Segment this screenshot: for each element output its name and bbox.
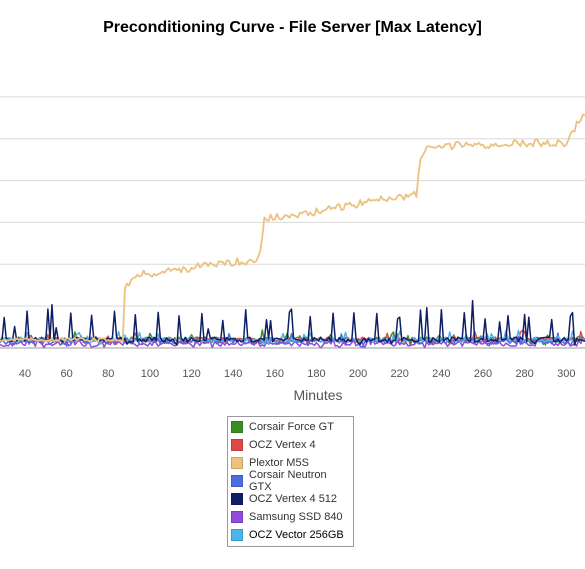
- grid-layer: [0, 96, 585, 307]
- legend-swatch: [231, 529, 243, 541]
- legend-item-2[interactable]: Plextor M5S: [230, 454, 351, 472]
- x-tick-label-300: 300: [557, 368, 575, 380]
- legend-swatch: [231, 475, 243, 487]
- x-tick-label-100: 100: [141, 368, 159, 380]
- axis-layer: 40 60 80 100 120 140 160 180 200 220 240 260 280 300: [0, 347, 585, 380]
- legend-swatch: [231, 493, 243, 505]
- x-tick-label-80: 80: [102, 368, 114, 380]
- legend-label: Plextor M5S: [249, 457, 309, 469]
- legend-swatch: [231, 439, 243, 451]
- legend-swatch: [231, 421, 243, 433]
- legend-label: Corsair Neutron GTX: [249, 469, 327, 493]
- series-layer: [0, 113, 585, 349]
- legend-swatch: [231, 457, 243, 469]
- x-tick-label-220: 220: [391, 368, 409, 380]
- x-tick-label-280: 280: [515, 368, 533, 380]
- x-axis-title: Minutes: [293, 387, 342, 403]
- legend-item-3[interactable]: Corsair Neutron GTX: [230, 469, 351, 493]
- x-tick-label-60: 60: [60, 368, 72, 380]
- x-tick-label-40: 40: [19, 368, 31, 380]
- series-line-samsung-ssd-840: [0, 336, 585, 349]
- series-line-ocz-vertex-4-512: [0, 299, 585, 346]
- legend-swatch: [231, 511, 243, 523]
- x-tick-label-200: 200: [349, 368, 367, 380]
- legend-label: OCZ Vertex 4: [249, 439, 316, 451]
- legend-item-4[interactable]: OCZ Vertex 4 512: [230, 490, 351, 508]
- legend-item-1[interactable]: OCZ Vertex 4: [230, 436, 351, 454]
- legend-label: Samsung SSD 840: [249, 511, 343, 523]
- x-tick-label-180: 180: [307, 368, 325, 380]
- chart-title: Preconditioning Curve - File Server [Max…: [103, 19, 482, 36]
- x-tick-label-160: 160: [266, 368, 284, 380]
- legend-item-6[interactable]: OCZ Vector 256GB: [230, 526, 351, 544]
- legend-item-0[interactable]: Corsair Force GT: [230, 418, 351, 436]
- legend-label: OCZ Vector 256GB: [249, 529, 344, 541]
- x-tick-label-260: 260: [474, 368, 492, 380]
- legend-label: Corsair Force GT: [249, 421, 334, 433]
- x-tick-label-140: 140: [224, 368, 242, 380]
- x-tick-label-120: 120: [182, 368, 200, 380]
- legend-label: OCZ Vertex 4 512: [249, 493, 338, 505]
- legend: Corsair Force GT OCZ Vertex 4 Plextor M5S C…: [227, 416, 354, 547]
- x-tick-label-240: 240: [432, 368, 450, 380]
- legend-item-5[interactable]: Samsung SSD 840: [230, 508, 351, 526]
- series-line-plextor-m5s: [0, 113, 585, 343]
